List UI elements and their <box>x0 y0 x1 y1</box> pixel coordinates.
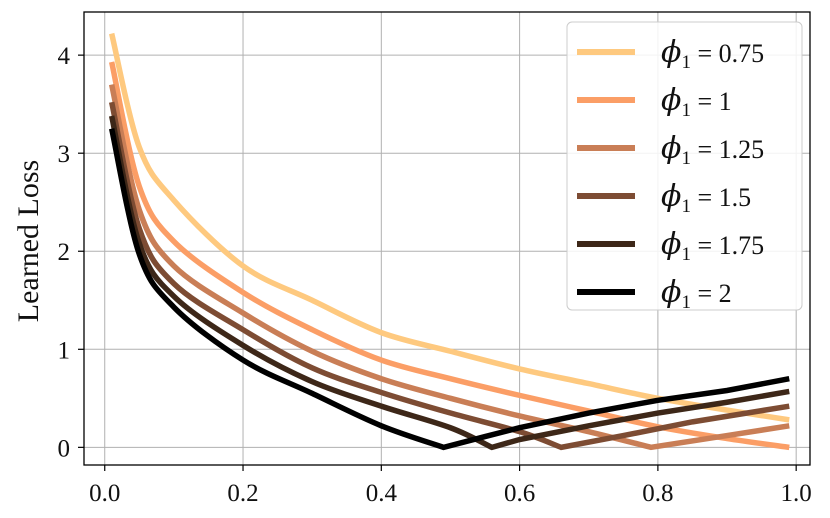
series-lines <box>108 32 790 451</box>
x-tick-label: 1.0 <box>781 480 812 507</box>
legend-subscript: 1 <box>681 52 691 73</box>
y-axis-label: Learned Loss <box>12 160 45 322</box>
legend-value: = 1.75 <box>691 231 764 260</box>
legend-box <box>566 21 803 311</box>
legend-entry: ϕ1 = 1.75 <box>661 227 764 265</box>
legend-symbol: ϕ <box>661 275 681 310</box>
x-tick-label: 0.0 <box>89 480 120 507</box>
legend-subscript: 1 <box>681 100 691 121</box>
legend-symbol: ϕ <box>661 227 681 262</box>
x-tick-label: 0.6 <box>504 480 535 507</box>
legend-symbol: ϕ <box>661 83 681 118</box>
legend-value: = 0.75 <box>691 39 764 68</box>
legend-subscript: 1 <box>681 292 691 313</box>
legend-symbol: ϕ <box>661 131 681 166</box>
plot-frame <box>83 11 811 466</box>
legend-value: = 2 <box>691 279 732 308</box>
legend-symbol: ϕ <box>661 179 681 214</box>
axis-ticks: 0.0 0.2 0.4 0.6 0.8 1.0 0 1 2 3 4 <box>58 43 812 507</box>
legend-subscript: 1 <box>681 196 691 217</box>
y-tick-label: 3 <box>58 141 71 168</box>
series-line-phi-1.75 <box>108 115 790 451</box>
y-tick-label: 1 <box>58 337 71 364</box>
legend-value: = 1.25 <box>691 135 764 164</box>
legend-entry: ϕ1 = 1 <box>661 83 732 121</box>
legend-entry: ϕ1 = 2 <box>661 275 732 313</box>
legend-symbol: ϕ <box>661 35 681 70</box>
legend-value: = 1 <box>691 87 732 116</box>
x-tick-label: 0.2 <box>227 480 258 507</box>
x-tick-label: 0.8 <box>642 480 673 507</box>
legend-subscript: 1 <box>681 244 691 265</box>
series-line-phi-1.25 <box>108 83 790 451</box>
y-tick-label: 0 <box>58 435 71 462</box>
y-tick-label: 2 <box>58 239 71 266</box>
y-tick-label: 4 <box>58 43 71 70</box>
legend-entry: ϕ1 = 0.75 <box>661 35 764 73</box>
legend-entry: ϕ1 = 1.25 <box>661 131 764 169</box>
legend-subscript: 1 <box>681 148 691 169</box>
legend-entry: ϕ1 = 1.5 <box>661 179 751 217</box>
series-line-phi-2 <box>108 128 790 451</box>
legend-value: = 1.5 <box>691 183 751 212</box>
x-tick-label: 0.4 <box>366 480 398 507</box>
